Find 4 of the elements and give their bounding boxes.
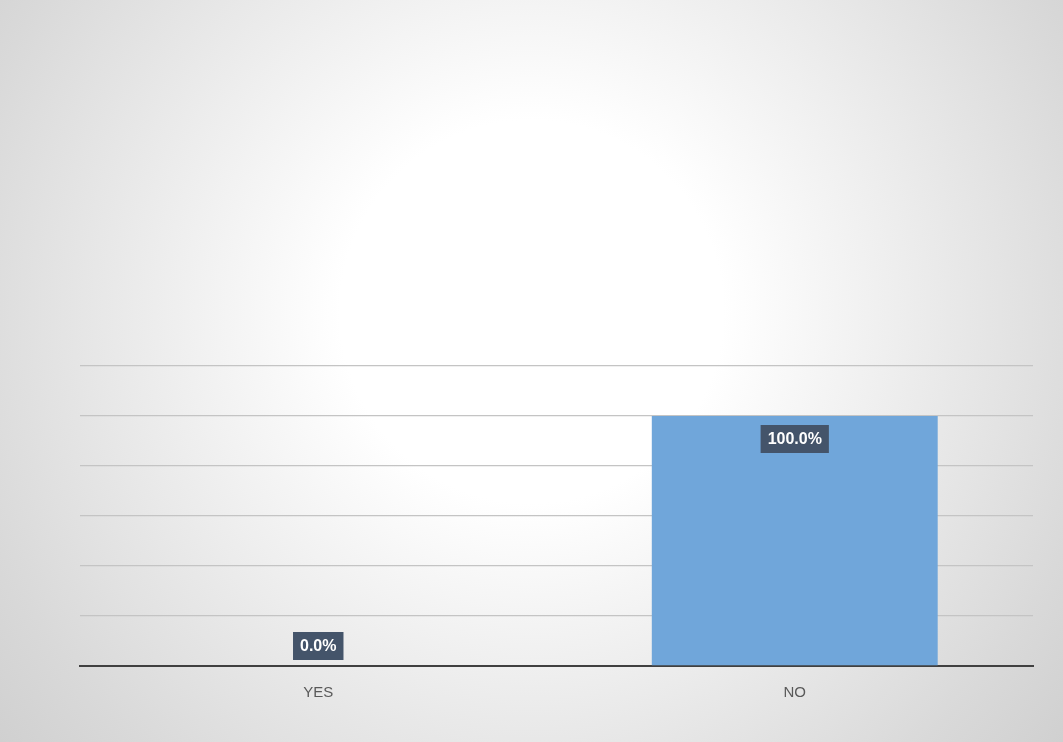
x-tick-label: NO <box>783 683 806 701</box>
data-label: 100.0% <box>767 430 822 448</box>
data-label: 0.0% <box>300 637 337 655</box>
x-tick-label: YES <box>303 683 334 701</box>
